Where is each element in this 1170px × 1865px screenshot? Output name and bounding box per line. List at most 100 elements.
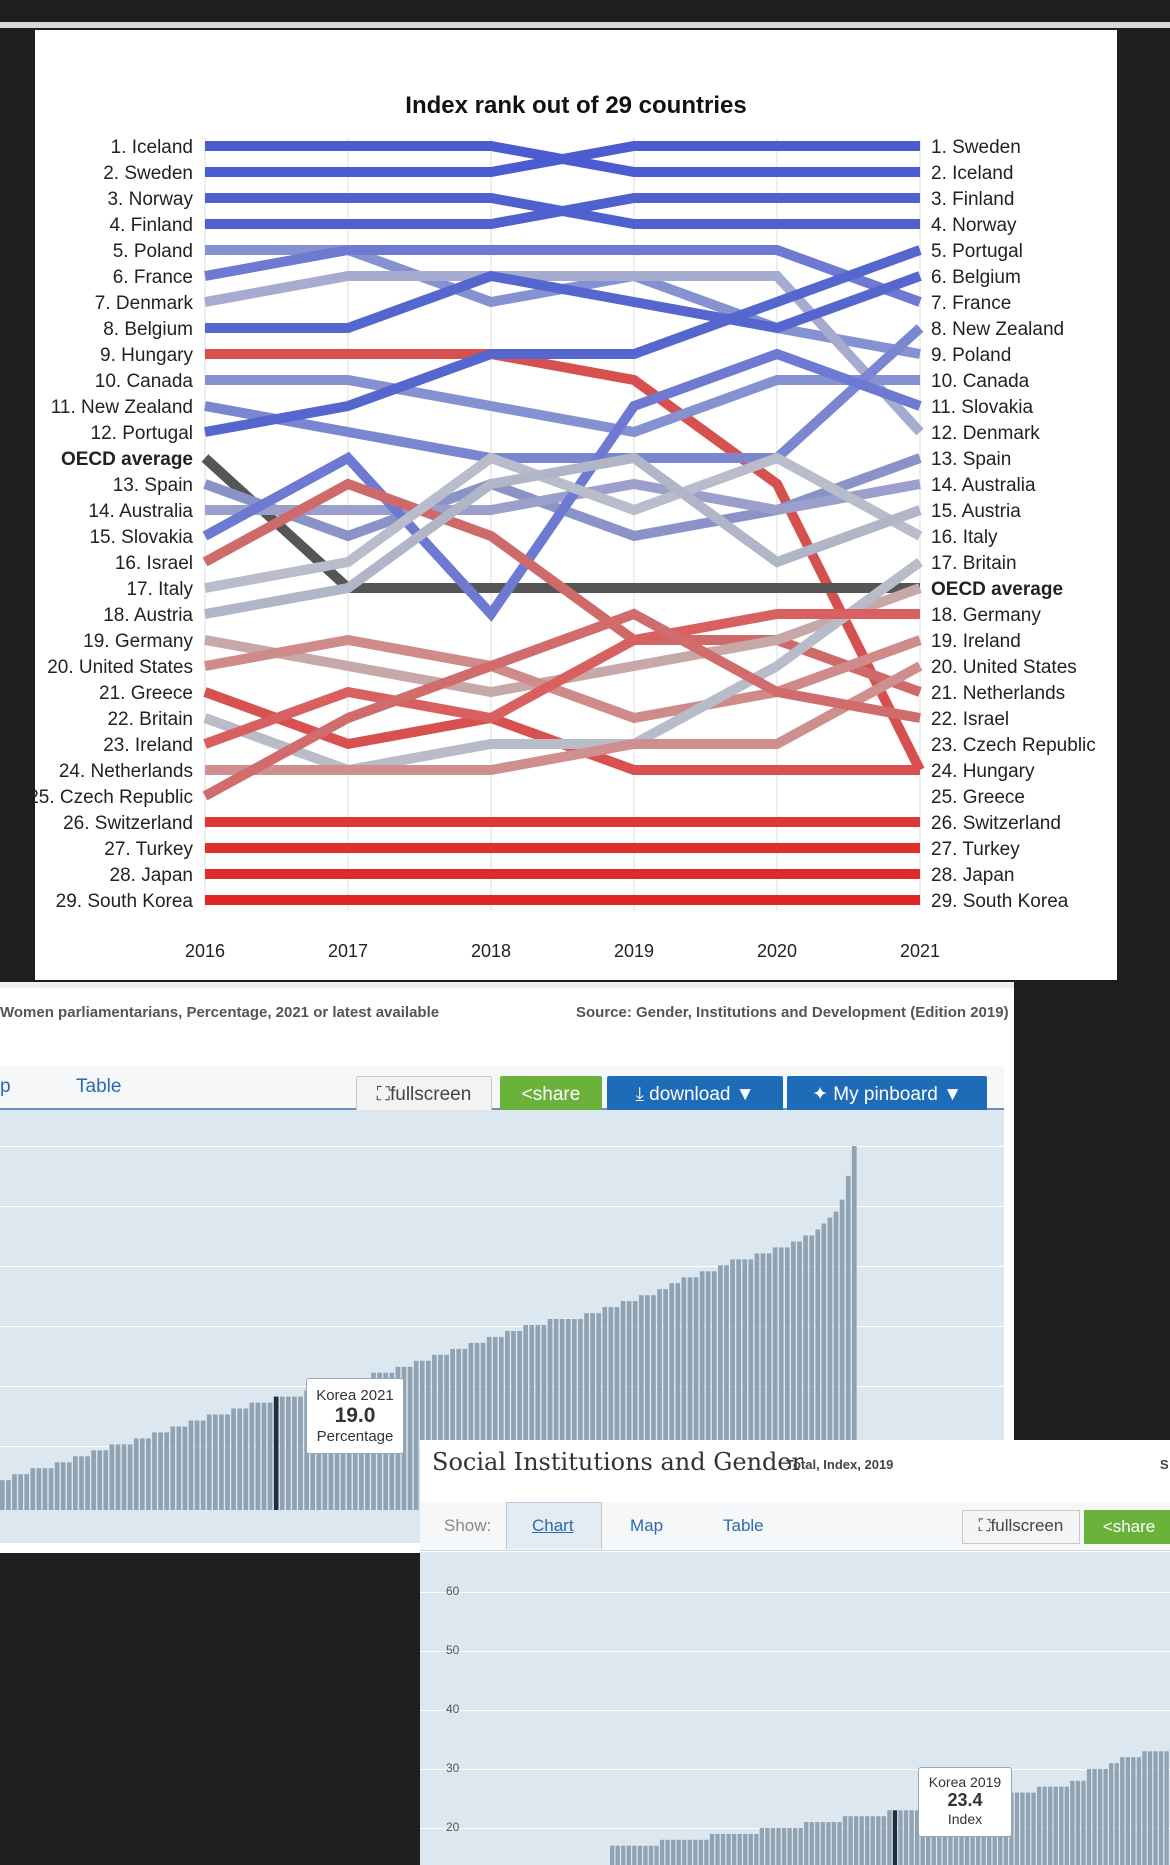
bar[interactable]: [194, 1420, 200, 1511]
bar[interactable]: [444, 1354, 449, 1510]
bar[interactable]: [1059, 1786, 1064, 1865]
bar[interactable]: [292, 1396, 297, 1510]
bar[interactable]: [535, 1325, 541, 1510]
bar[interactable]: [152, 1432, 157, 1510]
bar[interactable]: [480, 1342, 486, 1510]
bar[interactable]: [1042, 1786, 1047, 1865]
bar[interactable]: [176, 1426, 182, 1511]
bar[interactable]: [30, 1468, 36, 1510]
bar[interactable]: [748, 1259, 754, 1510]
bar[interactable]: [670, 1839, 676, 1865]
bar[interactable]: [432, 1354, 437, 1510]
bar[interactable]: [632, 1301, 638, 1510]
tab-table[interactable]: Table: [76, 1076, 122, 1097]
bar[interactable]: [212, 1414, 218, 1511]
bar[interactable]: [60, 1462, 66, 1510]
bar[interactable]: [659, 1839, 665, 1865]
bar[interactable]: [651, 1295, 656, 1510]
bar[interactable]: [12, 1474, 17, 1510]
bar[interactable]: [541, 1325, 547, 1510]
bar[interactable]: [419, 1360, 425, 1510]
bar[interactable]: [815, 1229, 821, 1511]
bar[interactable]: [6, 1480, 11, 1510]
bar[interactable]: [845, 1175, 851, 1510]
bar[interactable]: [413, 1360, 419, 1510]
bar[interactable]: [743, 1833, 748, 1865]
bar[interactable]: [505, 1331, 510, 1510]
bar[interactable]: [1103, 1769, 1108, 1865]
bar[interactable]: [1097, 1769, 1103, 1865]
bar[interactable]: [237, 1408, 243, 1511]
bar[interactable]: [115, 1444, 121, 1510]
bar[interactable]: [809, 1822, 814, 1865]
bar[interactable]: [784, 1247, 790, 1510]
bar[interactable]: [48, 1468, 54, 1510]
bar[interactable]: [596, 1313, 602, 1510]
bar[interactable]: [654, 1845, 659, 1865]
bar[interactable]: [914, 1810, 920, 1865]
bar[interactable]: [620, 1301, 626, 1510]
bar[interactable]: [1092, 1769, 1097, 1865]
bar[interactable]: [188, 1420, 194, 1511]
bar[interactable]: [837, 1822, 842, 1865]
bar[interactable]: [1020, 1792, 1025, 1865]
bar[interactable]: [1147, 1751, 1153, 1865]
share-button[interactable]: <share: [500, 1076, 602, 1114]
bar[interactable]: [1136, 1757, 1142, 1865]
bar[interactable]: [865, 1816, 870, 1865]
bar[interactable]: [765, 1828, 770, 1865]
bar[interactable]: [1114, 1763, 1119, 1865]
bar[interactable]: [645, 1295, 650, 1510]
bar[interactable]: [766, 1253, 772, 1510]
bar[interactable]: [54, 1462, 60, 1510]
bar[interactable]: [553, 1319, 559, 1510]
bar[interactable]: [718, 1265, 723, 1510]
bar[interactable]: [621, 1845, 626, 1865]
bar[interactable]: [261, 1402, 267, 1510]
bar[interactable]: [127, 1444, 133, 1510]
share-button[interactable]: <share: [1084, 1510, 1170, 1544]
bar[interactable]: [614, 1307, 620, 1510]
bar[interactable]: [1070, 1780, 1075, 1865]
bar[interactable]: [1131, 1757, 1136, 1865]
bar[interactable]: [407, 1366, 413, 1510]
bar[interactable]: [1164, 1751, 1169, 1865]
bar[interactable]: [848, 1816, 853, 1865]
bar[interactable]: [255, 1402, 261, 1510]
bar[interactable]: [572, 1319, 577, 1510]
bar[interactable]: [792, 1828, 798, 1865]
bar[interactable]: [657, 1289, 662, 1510]
bar[interactable]: [523, 1325, 529, 1510]
download-button[interactable]: ⤓ download ▼: [607, 1076, 783, 1114]
bar[interactable]: [97, 1450, 103, 1510]
bar[interactable]: [462, 1348, 468, 1510]
bar[interactable]: [267, 1402, 273, 1510]
bar[interactable]: [687, 1839, 692, 1865]
bar[interactable]: [754, 1253, 760, 1510]
bar[interactable]: [704, 1839, 709, 1865]
tab-map[interactable]: Map: [630, 1516, 664, 1535]
bar[interactable]: [669, 1283, 675, 1510]
bar[interactable]: [870, 1816, 875, 1865]
bar[interactable]: [851, 1146, 857, 1510]
bar[interactable]: [146, 1438, 151, 1510]
bar[interactable]: [778, 1247, 784, 1510]
bar[interactable]: [675, 1283, 681, 1510]
bar[interactable]: [1109, 1763, 1114, 1865]
bar[interactable]: [731, 1833, 737, 1865]
bar[interactable]: [1025, 1792, 1031, 1865]
bar[interactable]: [827, 1217, 833, 1510]
bar[interactable]: [1153, 1751, 1158, 1865]
bar[interactable]: [1048, 1786, 1053, 1865]
bar[interactable]: [1053, 1786, 1058, 1865]
bar[interactable]: [610, 1845, 615, 1865]
bar[interactable]: [608, 1307, 614, 1510]
fullscreen-button[interactable]: ⛶fullscreen: [356, 1076, 492, 1116]
bar[interactable]: [859, 1816, 864, 1865]
bar[interactable]: [498, 1336, 504, 1510]
bar[interactable]: [1031, 1792, 1036, 1865]
bar[interactable]: [682, 1839, 687, 1865]
tab-map-cut[interactable]: p: [0, 1076, 11, 1097]
bar[interactable]: [547, 1319, 553, 1510]
bar[interactable]: [79, 1456, 84, 1510]
